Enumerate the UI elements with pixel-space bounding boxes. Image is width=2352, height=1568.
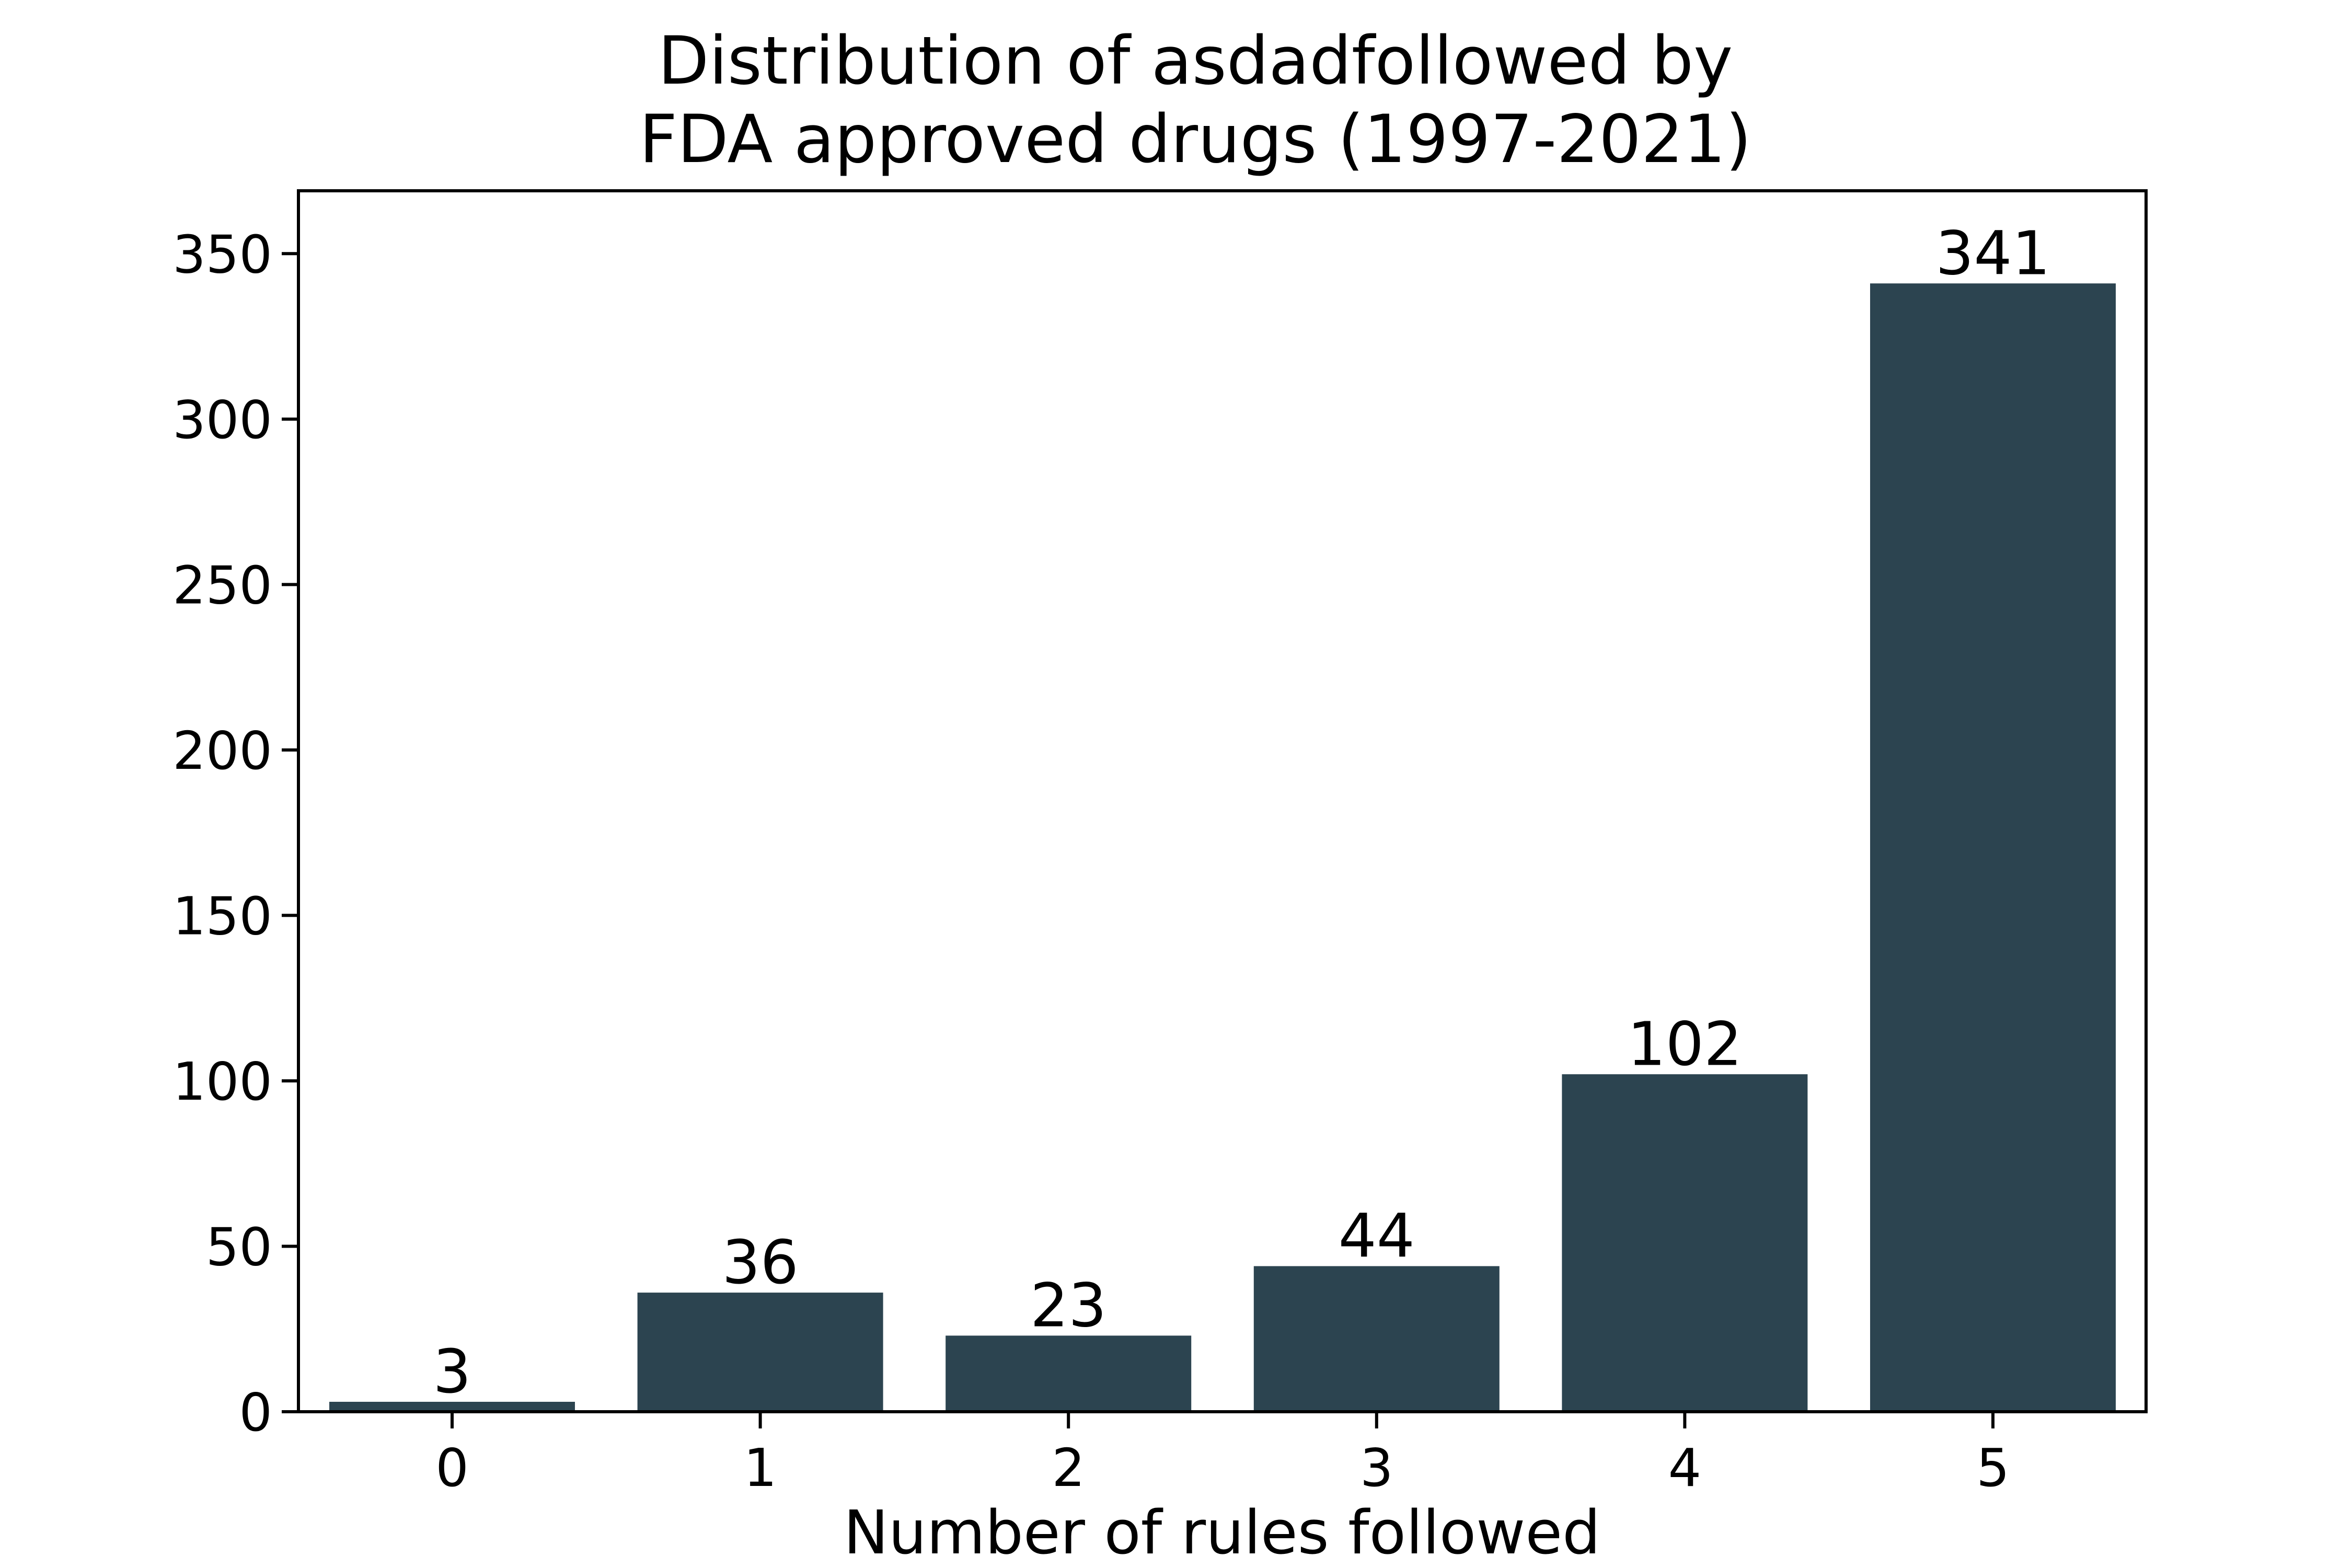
data-label-5: 341 <box>1935 218 2050 289</box>
plot-frame <box>297 189 2148 1413</box>
x-axis-label: Number of rules followed <box>844 1498 1600 1568</box>
y-tick-label-50: 50 <box>206 1216 272 1277</box>
data-label-3: 44 <box>1339 1201 1415 1271</box>
bar-5 <box>1870 283 2116 1412</box>
y-tick-label-0: 0 <box>239 1382 272 1443</box>
chart-title-line-1: Distribution of asdadfollowed by <box>658 22 1733 99</box>
bar-4 <box>1562 1074 1808 1412</box>
x-tick-label-5: 5 <box>1976 1437 2010 1498</box>
y-tick-label-350: 350 <box>172 224 272 285</box>
y-tick-label-250: 250 <box>172 555 272 616</box>
y-tick-label-200: 200 <box>172 720 272 781</box>
bar-0 <box>329 1402 575 1412</box>
x-tick-label-2: 2 <box>1052 1437 1085 1498</box>
x-tick-label-4: 4 <box>1668 1437 1702 1498</box>
y-axis: 0 50 100 150 200 250 300 350 <box>172 224 298 1443</box>
x-tick-label-0: 0 <box>435 1437 469 1498</box>
data-label-4: 102 <box>1628 1009 1743 1079</box>
x-tick-label-1: 1 <box>744 1437 777 1498</box>
data-label-1: 36 <box>722 1228 798 1298</box>
chart-title-line-2: FDA approved drugs (1997-2021) <box>639 100 1751 178</box>
bar-3 <box>1253 1266 1500 1412</box>
y-tick-label-300: 300 <box>172 389 272 451</box>
data-labels-layer: 3 36 23 44 102 341 <box>433 218 2050 1407</box>
data-label-0: 3 <box>433 1337 471 1407</box>
x-tick-label-3: 3 <box>1360 1437 1393 1498</box>
bars-layer <box>329 283 2116 1412</box>
bar-2 <box>946 1335 1192 1412</box>
y-tick-label-150: 150 <box>172 885 272 947</box>
x-axis: 0 1 2 3 4 5 <box>435 1412 2010 1498</box>
data-label-2: 23 <box>1030 1271 1106 1341</box>
bar-1 <box>637 1293 883 1412</box>
y-tick-label-100: 100 <box>172 1051 272 1112</box>
